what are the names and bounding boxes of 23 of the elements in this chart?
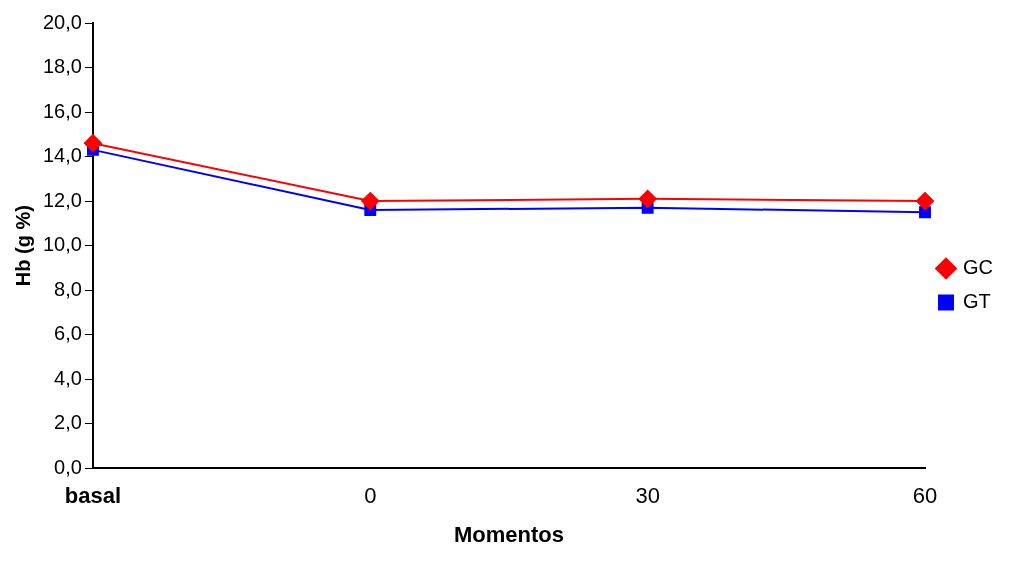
y-tick-label: 14,0	[42, 144, 82, 167]
y-tick-label: 4,0	[54, 366, 82, 389]
y-tick-label: 6,0	[54, 322, 82, 345]
point	[638, 189, 657, 208]
y-tick-label: 20,0	[42, 10, 82, 33]
x-tick-label: 60	[912, 483, 938, 509]
y-tick-label: 8,0	[54, 277, 82, 300]
y-tick-label: 10,0	[42, 233, 82, 256]
legend-label: GT	[963, 290, 991, 313]
x-axis-title: Momentos	[453, 521, 564, 547]
point	[83, 134, 102, 153]
y-tick-label: 2,0	[54, 411, 82, 434]
y-tick-label: 18,0	[42, 55, 82, 78]
y-tick-label: 16,0	[42, 99, 82, 122]
legend-label: GC	[963, 256, 993, 279]
x-tick-label: 30	[635, 483, 660, 509]
point	[916, 192, 934, 211]
y-tick-label: 0,0	[54, 455, 82, 478]
x-tick-label: 0	[364, 483, 377, 509]
point	[361, 192, 380, 211]
y-tick-label: 12,0	[42, 188, 82, 211]
x-tick-label: basal	[64, 483, 122, 509]
y-axis-title: Hb (g %)	[11, 205, 34, 287]
